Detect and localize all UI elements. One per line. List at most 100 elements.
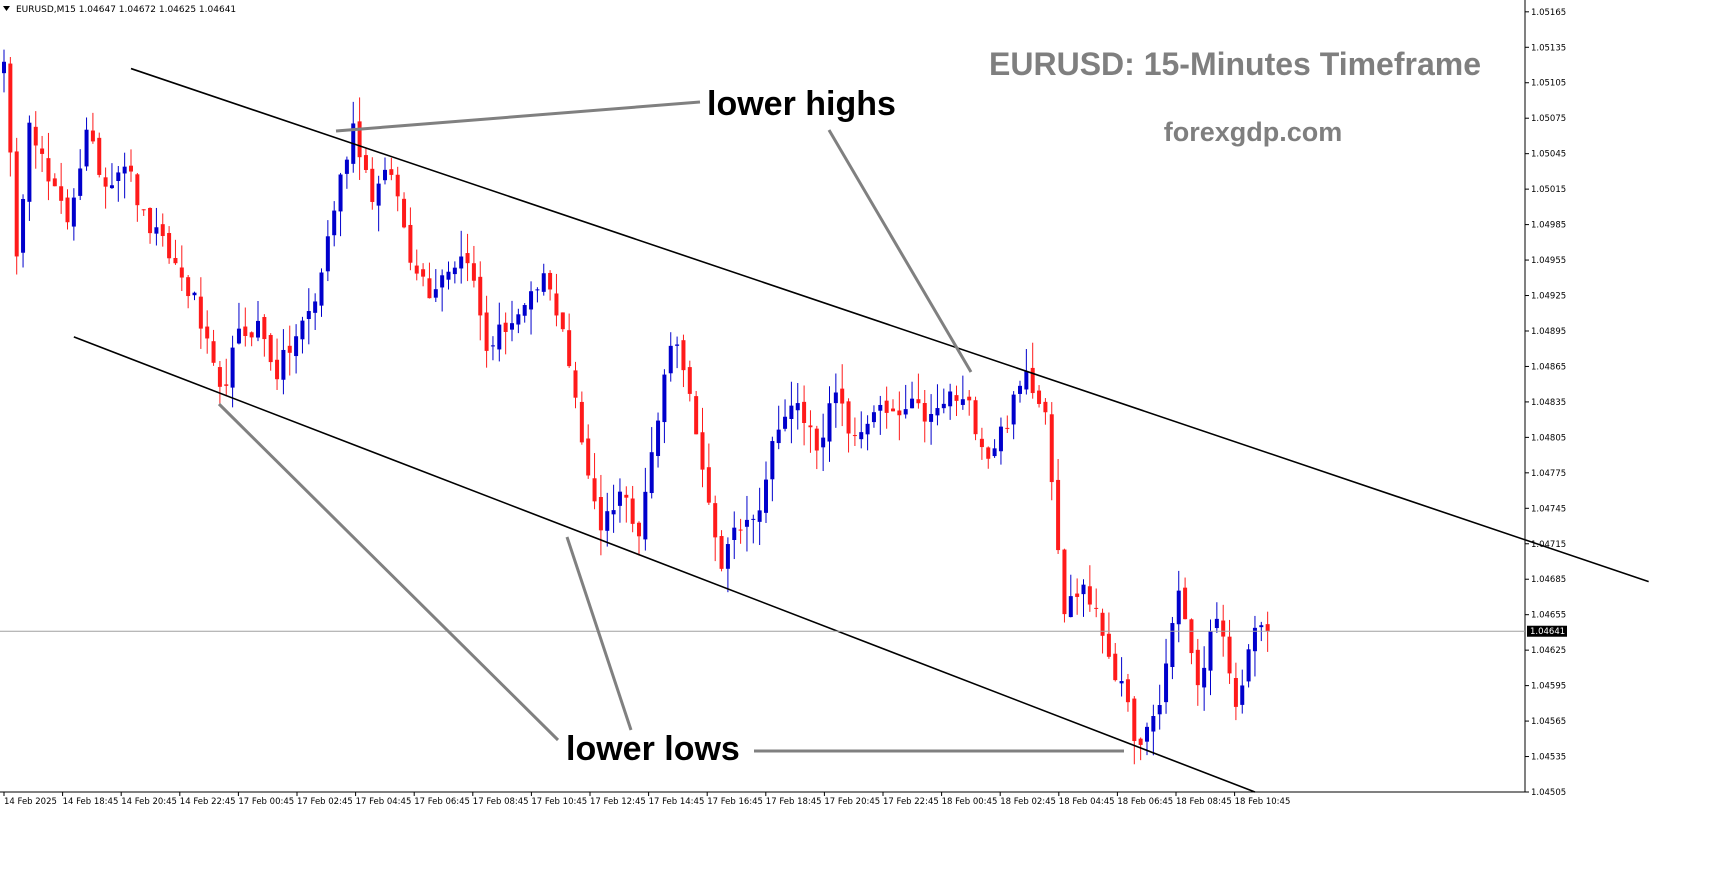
bear-candle bbox=[852, 417, 857, 447]
candle-body bbox=[903, 409, 908, 415]
bear-candle bbox=[357, 97, 362, 180]
candle-body bbox=[268, 335, 273, 363]
bear-candle bbox=[840, 364, 845, 427]
candle-body bbox=[421, 269, 426, 277]
x-tick-label: 14 Feb 18:45 bbox=[63, 797, 119, 807]
bull-candle bbox=[338, 172, 343, 237]
candle-body bbox=[497, 324, 502, 350]
bear-candle bbox=[402, 192, 407, 229]
bear-candle bbox=[363, 148, 368, 173]
x-tick-label: 14 Feb 22:45 bbox=[180, 797, 236, 807]
candle-body bbox=[256, 320, 260, 338]
bull-candle bbox=[510, 300, 514, 342]
bull-candle bbox=[383, 157, 387, 185]
bear-candle bbox=[897, 391, 902, 441]
candle-body bbox=[592, 478, 597, 502]
triangle-down-icon[interactable] bbox=[3, 6, 10, 11]
bear-candle bbox=[40, 135, 45, 173]
candle-body bbox=[744, 519, 749, 527]
candle-body bbox=[1176, 590, 1181, 625]
bear-candle bbox=[59, 162, 64, 214]
candle-body bbox=[52, 178, 57, 187]
candle-body bbox=[186, 277, 191, 297]
candle-body bbox=[967, 396, 972, 401]
candle-body bbox=[529, 291, 534, 310]
lower-channel-line[interactable] bbox=[73, 336, 1256, 793]
candle-body bbox=[1119, 681, 1124, 684]
bull-candle bbox=[459, 230, 464, 284]
x-tick-label: 14 Feb 20:45 bbox=[121, 797, 177, 807]
bear-candle bbox=[573, 361, 578, 409]
bull-candle bbox=[1170, 616, 1175, 680]
candle-body bbox=[97, 137, 102, 175]
y-tick-label: 1.04985 bbox=[1531, 221, 1566, 231]
candle-body bbox=[802, 401, 807, 424]
candle-body bbox=[776, 429, 781, 444]
candle-body bbox=[129, 165, 133, 172]
candle-body bbox=[757, 510, 762, 522]
candle-body bbox=[1056, 479, 1061, 551]
bear-candle bbox=[1087, 565, 1092, 612]
bull-candle bbox=[535, 287, 540, 303]
candle-body bbox=[383, 169, 387, 181]
lower-highs-pointer-left bbox=[335, 100, 701, 133]
bear-candle bbox=[408, 207, 413, 271]
bull-candle bbox=[725, 537, 730, 593]
bear-candle bbox=[8, 57, 13, 177]
bull-candle bbox=[649, 427, 654, 499]
bull-candle bbox=[497, 302, 502, 362]
bull-candle bbox=[433, 269, 438, 303]
candle-body bbox=[891, 408, 895, 412]
bear-candle bbox=[1113, 642, 1118, 682]
current-price-label: 1.04641 bbox=[1530, 627, 1565, 637]
x-tick-label: 17 Feb 14:45 bbox=[649, 797, 705, 807]
candle-body bbox=[370, 168, 375, 202]
bear-candle bbox=[687, 360, 692, 402]
symbol-info: EURUSD,M15 1.04647 1.04672 1.04625 1.046… bbox=[16, 5, 236, 15]
y-tick-label: 1.05165 bbox=[1531, 8, 1566, 18]
candle-body bbox=[344, 159, 349, 174]
candle-body bbox=[452, 267, 457, 275]
candle-body bbox=[656, 420, 661, 456]
bull-candle bbox=[325, 220, 330, 282]
x-tick-label: 18 Feb 06:45 bbox=[1117, 797, 1173, 807]
x-tick-label: 17 Feb 16:45 bbox=[707, 797, 763, 807]
symbol-header[interactable]: EURUSD,M15 1.04647 1.04672 1.04625 1.046… bbox=[3, 5, 236, 15]
bear-candle bbox=[548, 270, 553, 301]
candlestick-chart[interactable]: 1.05165 1.05135 1.05105 1.05075 1.05045 1.050… bbox=[0, 0, 1714, 808]
bull-candle bbox=[78, 149, 83, 201]
bear-candle bbox=[1233, 662, 1238, 721]
bull-candle bbox=[878, 395, 883, 435]
bear-candle bbox=[268, 333, 273, 371]
candle-body bbox=[249, 332, 254, 338]
bull-candle bbox=[376, 175, 381, 232]
upper-channel-line[interactable] bbox=[130, 67, 1649, 583]
candle-body bbox=[814, 428, 819, 451]
bull-candle bbox=[446, 261, 451, 290]
bull-candle bbox=[306, 288, 311, 345]
y-tick-label: 1.05015 bbox=[1531, 185, 1566, 195]
candle-body bbox=[1018, 385, 1022, 394]
y-tick-label: 1.05105 bbox=[1531, 79, 1566, 89]
bear-candle bbox=[65, 189, 70, 230]
bear-candle bbox=[389, 157, 394, 181]
bear-candle bbox=[1094, 588, 1099, 618]
bear-candle bbox=[592, 453, 597, 510]
bull-candle bbox=[865, 415, 870, 451]
candle-body bbox=[205, 326, 210, 339]
bear-candle bbox=[262, 314, 267, 357]
candle-body bbox=[224, 384, 229, 386]
candle-body bbox=[122, 166, 127, 174]
bear-candle bbox=[471, 245, 476, 288]
candle-body bbox=[1138, 738, 1143, 745]
bear-candle bbox=[713, 495, 718, 562]
candle-body bbox=[1183, 587, 1188, 620]
bull-candle bbox=[605, 492, 610, 547]
bear-candle bbox=[922, 389, 927, 443]
candle-body bbox=[935, 408, 940, 416]
candle-body bbox=[554, 293, 559, 316]
bull-candle bbox=[1068, 574, 1073, 618]
candle-body bbox=[90, 130, 95, 142]
candle-body bbox=[33, 126, 38, 146]
bear-candle bbox=[808, 410, 813, 453]
